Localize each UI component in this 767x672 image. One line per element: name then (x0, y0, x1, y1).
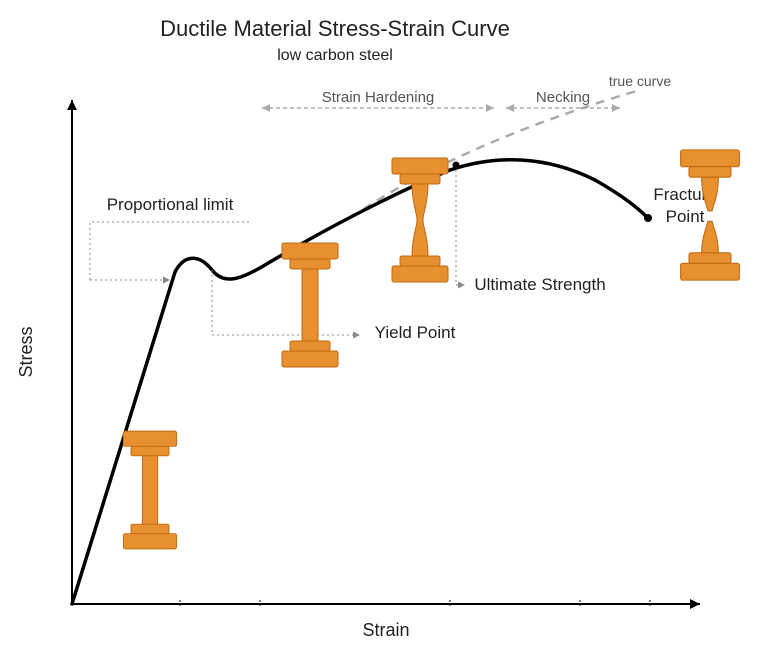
svg-text:Strain Hardening: Strain Hardening (322, 89, 435, 106)
svg-text:Necking: Necking (536, 89, 590, 106)
y-axis-label: Stress (16, 326, 36, 377)
fracture-dot (644, 214, 652, 222)
specimen-elastic-icon (123, 431, 176, 549)
specimen-yield-icon (282, 243, 338, 367)
true-curve-label: true curve (609, 73, 671, 89)
svg-text:Ultimate Strength: Ultimate Strength (474, 275, 605, 294)
svg-text:Yield Point: Yield Point (375, 323, 456, 342)
title-main: Ductile Material Stress-Strain Curve (160, 16, 510, 41)
callout-proportional-limit: Proportional limit (90, 195, 250, 284)
specimen-ultimate-icon (392, 158, 448, 282)
svg-text:Point: Point (666, 207, 705, 226)
callout-ultimate-strength: Ultimate Strength (453, 162, 606, 295)
svg-text:Proportional limit: Proportional limit (107, 195, 234, 214)
title-sub: low carbon steel (277, 47, 393, 64)
x-axis-label: Strain (362, 620, 409, 640)
true-curve (350, 90, 640, 218)
region-strain-hardening: Strain Hardening (262, 89, 494, 112)
